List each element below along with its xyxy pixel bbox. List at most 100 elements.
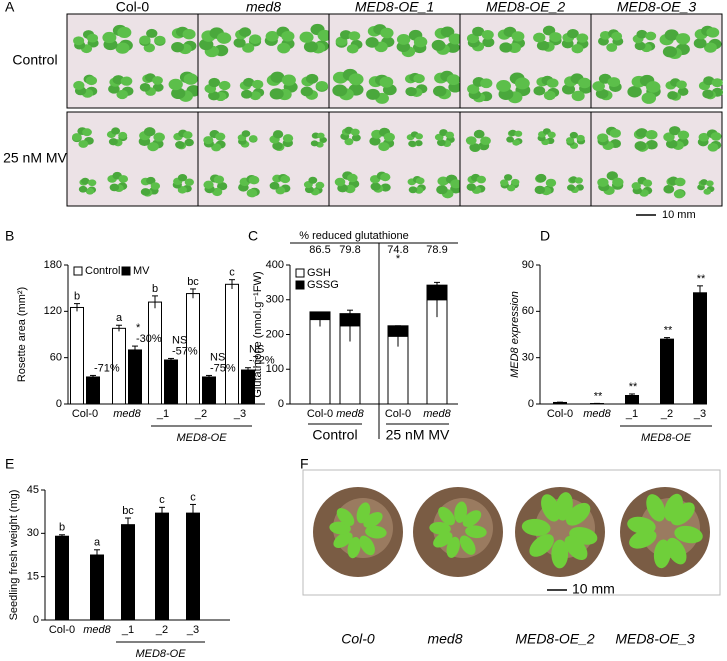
leaf: [299, 31, 314, 43]
x-tick-label: _1: [625, 408, 638, 420]
reduced-value: 78.9: [426, 244, 447, 256]
leaf: [446, 536, 460, 558]
leaf: [120, 76, 133, 86]
photo-label: MED8-OE_3: [615, 631, 695, 647]
photo-label: Col-0: [341, 631, 375, 647]
leaf: [459, 535, 476, 555]
change-label: -72%: [249, 355, 275, 367]
change-label: -30%: [136, 333, 162, 345]
leaf: [636, 29, 648, 39]
y-tick-label: 60: [522, 305, 534, 317]
leaf: [465, 525, 487, 539]
leaf: [153, 132, 165, 142]
significance: NS: [172, 334, 187, 346]
leaf: [635, 128, 648, 138]
bar: [186, 512, 200, 621]
leaf: [152, 76, 163, 85]
leaf: [567, 184, 576, 191]
y-tick-label: 200: [266, 328, 284, 340]
letter: a: [94, 537, 101, 549]
y-tick-label: 0: [278, 398, 284, 410]
leaf: [171, 41, 185, 53]
leaf: [700, 179, 708, 186]
leaf: [480, 136, 491, 146]
leaf: [414, 140, 423, 147]
leaf: [704, 42, 717, 53]
leaf: [565, 137, 575, 144]
leaf: [215, 132, 226, 141]
change-label: -71%: [94, 362, 120, 374]
leaf: [627, 85, 642, 98]
x-tick-label: med8: [423, 408, 451, 420]
leaf: [366, 88, 380, 100]
y-axis-label: Rosette area (mm²): [16, 287, 28, 382]
significance: **: [629, 381, 638, 393]
y-tick-label: 120: [44, 305, 62, 317]
significance: NS: [249, 344, 264, 356]
leaf: [574, 177, 583, 184]
leaf: [281, 31, 295, 42]
leaf: [139, 35, 151, 45]
leaf: [239, 27, 252, 37]
leaf: [203, 180, 214, 189]
leaf: [78, 185, 88, 193]
leaf: [208, 77, 221, 88]
x-tick-label: med8: [113, 408, 141, 420]
leaf: [118, 131, 128, 140]
leaf: [503, 174, 513, 181]
photo-label: MED8-OE_2: [515, 631, 595, 647]
leaf: [315, 181, 325, 189]
bar: [70, 306, 84, 405]
leaf: [336, 508, 355, 526]
leaf: [612, 177, 624, 187]
x-tick-label: _2: [155, 624, 168, 636]
leaf: [108, 84, 120, 94]
leaf: [408, 140, 416, 147]
leaf: [675, 33, 691, 45]
significance: NS: [210, 351, 225, 363]
bar: [225, 283, 239, 405]
leaf: [482, 37, 495, 48]
leaf: [693, 38, 707, 49]
leaf: [466, 183, 477, 191]
leaf: [499, 42, 513, 53]
group-label: MED8-OE: [176, 432, 227, 444]
leaf: [282, 134, 294, 143]
leaf: [450, 179, 462, 189]
leaf: [117, 26, 132, 39]
leaf: [454, 501, 468, 523]
significance: **: [594, 390, 603, 402]
leaf: [252, 79, 264, 89]
leaf: [184, 138, 194, 147]
leaf: [546, 78, 559, 88]
leaf: [81, 177, 90, 185]
leaf: [143, 127, 156, 137]
leaf: [545, 178, 557, 188]
leaf: [333, 532, 353, 548]
y-axis-label: Seedling fresh weight (mg): [8, 490, 20, 621]
column-label: med8: [246, 0, 281, 15]
leaf: [218, 80, 231, 91]
panel-letter: D: [540, 228, 550, 244]
y-tick-label: 0: [56, 398, 62, 410]
x-tick-label: _2: [194, 408, 207, 420]
scale-label: 10 mm: [572, 581, 615, 597]
bar-segment: [309, 319, 331, 405]
x-tick-label: _3: [693, 408, 706, 420]
leaf: [481, 29, 494, 40]
leaf: [116, 89, 129, 100]
bar-segment: [339, 313, 361, 327]
leaf: [348, 73, 364, 86]
leaf: [183, 131, 193, 139]
leaf: [500, 179, 509, 187]
letter: b: [59, 522, 65, 534]
leaf: [85, 76, 98, 86]
leaf: [72, 133, 82, 141]
leaf: [365, 37, 379, 48]
panel-letter: E: [5, 456, 14, 472]
significance: *: [396, 253, 401, 265]
leaf: [533, 86, 546, 96]
leaf: [177, 186, 187, 194]
leaf: [710, 132, 722, 141]
